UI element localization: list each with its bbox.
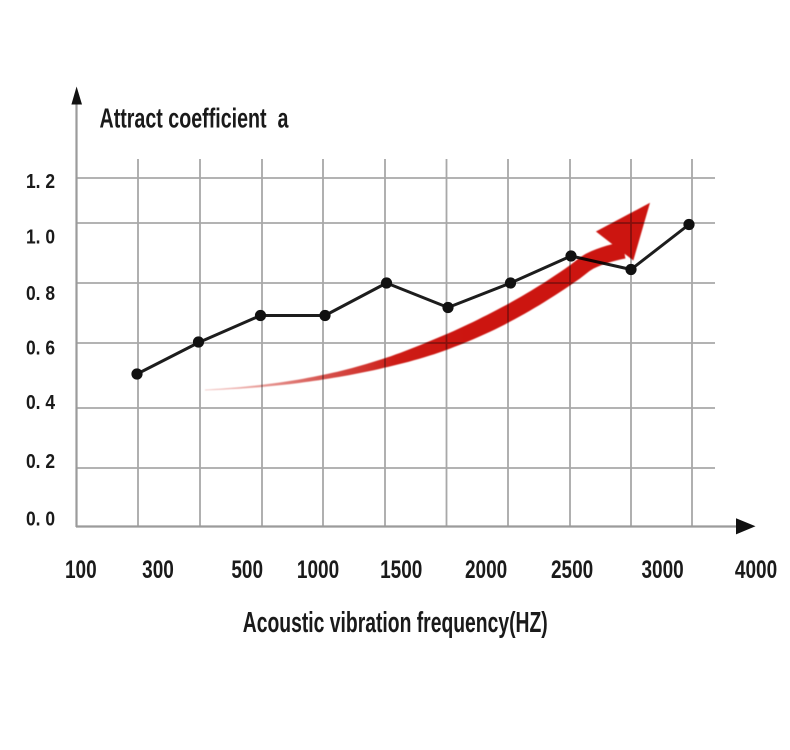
svg-text:500: 500 [231,555,263,583]
svg-text:1000: 1000 [297,555,339,583]
svg-text:0. 2: 0. 2 [26,451,55,474]
svg-text:Attract coefficient a: Attract coefficient a [100,103,289,134]
svg-text:0. 4: 0. 4 [26,392,55,415]
svg-text:Acoustic vibration frequency(H: Acoustic vibration frequency(HZ) [243,607,548,639]
svg-text:2000: 2000 [465,555,507,583]
svg-text:2500: 2500 [551,555,593,583]
svg-text:1. 2: 1. 2 [26,171,55,194]
svg-text:100: 100 [65,555,97,583]
svg-text:300: 300 [142,555,174,583]
svg-text:4000: 4000 [735,555,777,583]
svg-text:3000: 3000 [641,555,683,583]
svg-text:1500: 1500 [380,555,422,583]
svg-text:0. 8: 0. 8 [26,283,55,306]
svg-text:1. 0: 1. 0 [26,226,55,249]
svg-text:0. 6: 0. 6 [26,337,55,360]
svg-text:0. 0: 0. 0 [26,508,55,531]
